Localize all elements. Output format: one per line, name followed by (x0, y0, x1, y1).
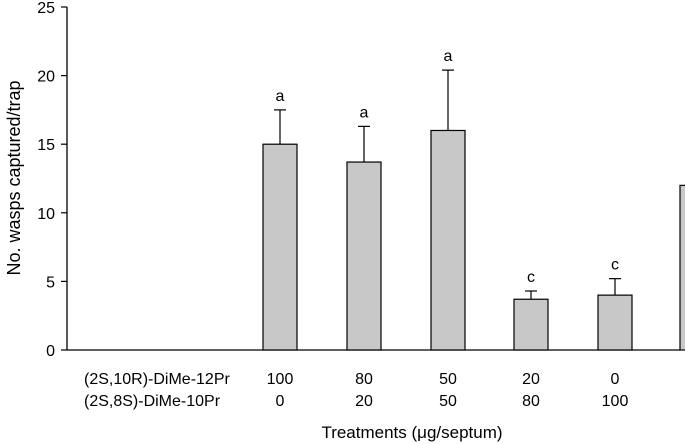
row-label-2: (2S,8S)-DiMe-10Pr (84, 393, 221, 410)
bar (597, 294, 633, 351)
x-tick-label-row2: 100 (602, 393, 629, 410)
x-tick-label-row1: 20 (522, 371, 540, 388)
x-tick-label-row2: 0 (276, 393, 285, 410)
y-tick-label: 5 (46, 274, 55, 291)
bar (679, 184, 685, 351)
axes: 0 5 10 15 20 25 (37, 0, 680, 360)
bars: aaaccbd (262, 48, 685, 351)
y-tick-label: 10 (37, 206, 55, 223)
x-tick-label-row2: 80 (522, 393, 540, 410)
bar (262, 143, 298, 351)
x-tick-label-row1: 100 (267, 371, 294, 388)
significance-letter: a (444, 48, 453, 65)
y-tick-label: 25 (37, 0, 55, 17)
y-tick-label: 15 (37, 137, 55, 154)
x-tick-label-row2: 50 (439, 393, 457, 410)
x-tick-label-row1: 50 (439, 371, 457, 388)
y-axis-label: No. wasps captured/trap (4, 80, 24, 275)
significance-letter: a (360, 104, 369, 121)
bar (346, 161, 382, 351)
x-axis-label: Treatments (μg/septum) (321, 423, 502, 442)
bar (430, 129, 466, 351)
x-tick-label-row1: 0 (611, 371, 620, 388)
bar (513, 298, 549, 351)
significance-letter: c (527, 269, 535, 286)
significance-letter: a (276, 88, 285, 105)
significance-letter: c (611, 257, 619, 274)
x-tick-label-row1: 80 (355, 371, 373, 388)
labels: (2S,10R)-DiMe-12Pr (2S,8S)-DiMe-10Pr 100 0 8… (84, 371, 629, 410)
row-label-1: (2S,10R)-DiMe-12Pr (84, 371, 230, 388)
y-tick-label: 0 (46, 343, 55, 360)
y-tick-label: 20 (37, 69, 55, 86)
x-tick-label-row2: 20 (355, 393, 373, 410)
